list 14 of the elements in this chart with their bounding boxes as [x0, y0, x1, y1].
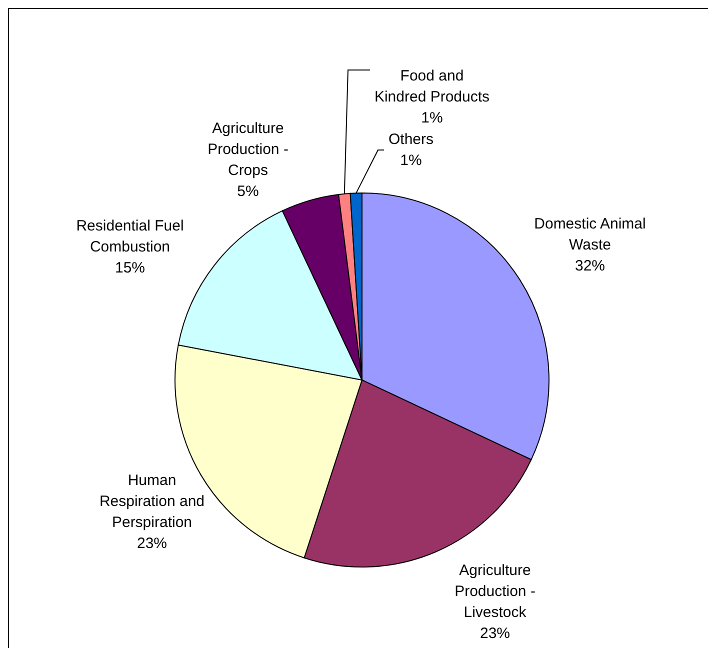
data-label: 32%	[574, 258, 606, 274]
data-label: 1%	[421, 110, 443, 126]
data-label: 15%	[114, 260, 146, 276]
slice-label: Others	[388, 131, 434, 148]
slice-label: Agriculture Production - Livestock	[454, 562, 536, 621]
data-label: 23%	[136, 535, 168, 552]
data-label: 1%	[400, 152, 422, 169]
slice-label: Domestic Animal Waste	[534, 216, 646, 254]
data-label: 23%	[480, 625, 510, 642]
data-label: 5%	[237, 183, 259, 200]
slice-label: Human Respiration and Perspiration	[99, 472, 205, 531]
slice-label: Food and Kindred Products	[374, 68, 490, 106]
slice-label: Agriculture Production - Crops	[208, 120, 288, 179]
slice-label: Residential Fuel Combustion	[76, 218, 184, 256]
